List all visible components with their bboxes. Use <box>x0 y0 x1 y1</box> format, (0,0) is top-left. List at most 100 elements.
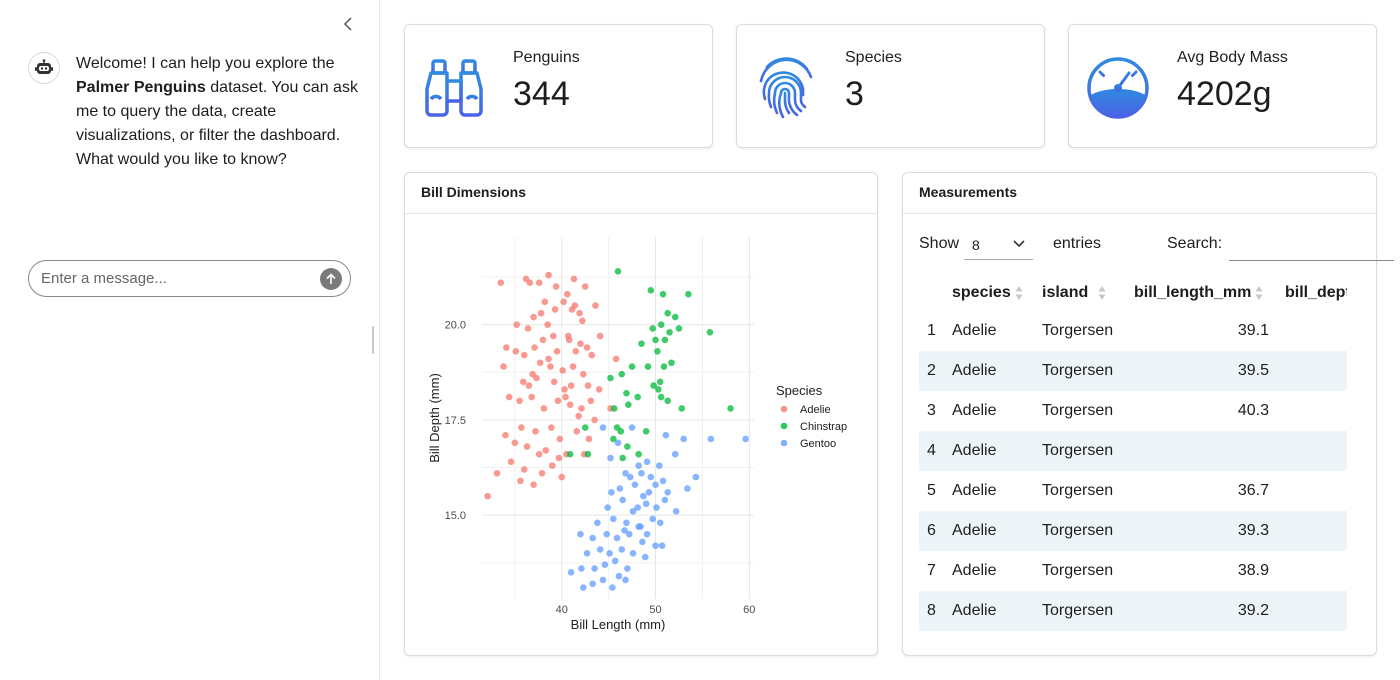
data-point-adelie <box>583 344 591 351</box>
data-point-adelie <box>572 348 580 355</box>
robot-icon <box>28 52 60 84</box>
data-point-adelie <box>571 302 579 309</box>
sidebar-resize-handle[interactable] <box>372 326 374 354</box>
data-point-adelie <box>518 424 525 431</box>
data-point-chinstrap <box>706 328 714 336</box>
data-point-chinstrap <box>619 454 626 462</box>
x-tick-label: 40 <box>556 604 568 616</box>
data-point-gentoo <box>653 504 660 511</box>
bill-dimensions-card: Bill Dimensions 40 50 60 15.0 17.5 20.0 Bill L… <box>404 172 878 656</box>
row-index-cell: 3 <box>927 402 936 419</box>
island-cell: Torgersen <box>1042 402 1114 419</box>
data-point-chinstrap <box>649 325 657 332</box>
table-row[interactable]: 8 Adelie Torgersen 39.2 <box>919 591 1347 631</box>
chat-input-container <box>28 260 351 297</box>
y-tick-label: 17.5 <box>445 415 466 427</box>
data-point-chinstrap <box>664 309 672 317</box>
value-box-value: 3 <box>845 75 864 113</box>
data-point-gentoo <box>622 469 629 477</box>
data-point-chinstrap <box>610 405 618 412</box>
data-point-gentoo <box>589 534 596 542</box>
column-header-island[interactable]: island <box>1042 275 1134 311</box>
collapse-sidebar-button[interactable] <box>338 14 358 34</box>
data-point-adelie <box>558 473 566 481</box>
table-row[interactable]: 6 Adelie Torgersen 39.3 <box>919 511 1347 551</box>
data-point-gentoo <box>608 489 615 496</box>
bill-depth-cell <box>1285 471 1347 511</box>
bill-depth-cell <box>1285 351 1347 391</box>
data-point-adelie <box>528 393 536 401</box>
data-point-adelie <box>493 469 501 477</box>
data-point-adelie <box>549 462 556 469</box>
legend-label: Adelie <box>800 404 831 416</box>
table-search-input[interactable] <box>1229 233 1394 261</box>
data-point-chinstrap <box>657 321 665 328</box>
island-cell: Torgersen <box>1042 562 1114 579</box>
table-row[interactable]: 3 Adelie Torgersen 40.3 <box>919 391 1347 431</box>
table-row[interactable]: 1 Adelie Torgersen 39.1 <box>919 311 1347 351</box>
data-point-adelie <box>526 279 534 287</box>
arrow-up-icon <box>326 273 336 284</box>
value-box-title: Species <box>845 49 902 66</box>
table-row[interactable]: 4 Adelie Torgersen <box>919 431 1347 471</box>
data-point-adelie <box>503 344 510 351</box>
bill-depth-cell <box>1285 311 1347 351</box>
data-point-gentoo <box>742 435 749 443</box>
species-cell: Adelie <box>952 351 1042 391</box>
data-point-adelie <box>573 428 581 435</box>
column-header-species[interactable]: species <box>952 275 1042 311</box>
data-point-gentoo <box>671 450 679 458</box>
data-point-gentoo <box>614 439 622 447</box>
card-title: Measurements <box>903 173 1376 214</box>
data-point-chinstrap <box>660 363 668 370</box>
value-box-value: 4202g <box>1177 75 1272 113</box>
data-point-adelie <box>561 386 568 393</box>
data-point-adelie <box>484 492 491 500</box>
table-row[interactable]: 7 Adelie Torgersen 38.9 <box>919 551 1347 591</box>
data-point-gentoo <box>684 485 691 492</box>
data-point-gentoo <box>624 565 631 572</box>
data-point-gentoo <box>603 530 611 538</box>
data-point-gentoo <box>661 496 669 504</box>
y-tick-label: 20.0 <box>445 320 466 332</box>
data-point-gentoo <box>596 546 604 553</box>
column-header-bill-length-mm[interactable]: bill_length_mm <box>1134 275 1285 311</box>
data-point-gentoo <box>591 565 598 572</box>
data-point-adelie <box>566 401 574 408</box>
page-length-select[interactable]: 8 <box>964 233 1033 260</box>
data-point-chinstrap <box>727 405 734 412</box>
bill-length-cell: 40.3 <box>1237 402 1269 419</box>
data-point-chinstrap <box>664 397 672 405</box>
row-index-cell: 8 <box>919 591 952 631</box>
data-point-gentoo <box>664 489 672 496</box>
data-point-gentoo <box>655 462 663 469</box>
data-point-adelie <box>564 290 571 298</box>
table-row[interactable]: 2 Adelie Torgersen 39.5 <box>919 351 1347 391</box>
data-point-chinstrap <box>610 435 617 443</box>
data-point-adelie <box>537 309 545 317</box>
bill-length-cell: 39.1 <box>1237 322 1269 339</box>
send-message-button[interactable] <box>320 268 342 290</box>
data-point-gentoo <box>692 473 700 481</box>
chat-message-input[interactable] <box>41 270 311 287</box>
data-point-gentoo <box>601 561 609 569</box>
row-index-cell: 6 <box>919 511 952 551</box>
table-row[interactable]: 5 Adelie Torgersen 36.7 <box>919 471 1347 511</box>
data-point-adelie <box>549 332 557 340</box>
row-index-cell: 7 <box>927 562 936 579</box>
data-point-chinstrap <box>668 359 675 367</box>
data-point-adelie <box>595 386 603 393</box>
data-point-adelie <box>550 378 558 386</box>
column-header-bill-depth-mm[interactable]: bill_dept <box>1285 284 1347 301</box>
data-point-gentoo <box>577 530 584 538</box>
data-point-adelie <box>512 348 520 355</box>
bill-depth-cell <box>1285 551 1347 591</box>
bill-length-cell: 39.5 <box>1134 351 1285 391</box>
data-point-adelie <box>581 283 589 290</box>
data-point-adelie <box>523 443 531 450</box>
data-point-gentoo <box>610 515 617 523</box>
chevron-left-icon <box>343 17 352 31</box>
value-box-title: Avg Body Mass <box>1177 49 1288 66</box>
data-point-adelie <box>567 382 575 389</box>
show-label: Show <box>919 235 960 252</box>
